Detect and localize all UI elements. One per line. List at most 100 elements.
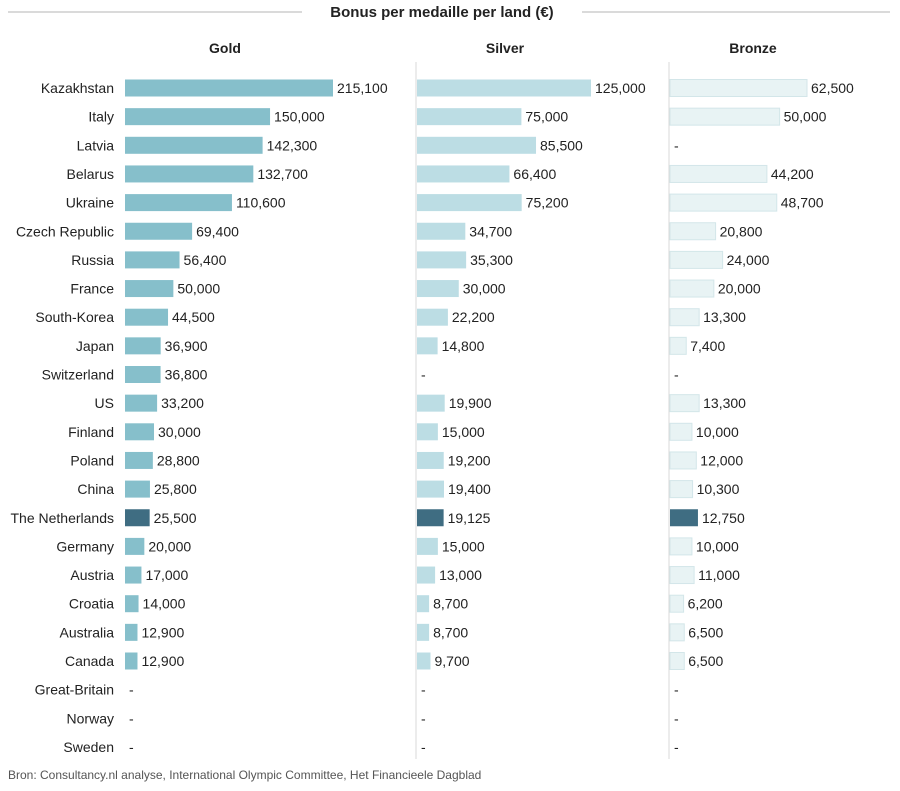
country-label-ukraine: Ukraine [66, 195, 114, 211]
silver-value-australia: 8,700 [433, 624, 468, 640]
gold-value-germany: 20,000 [148, 538, 191, 554]
silver-bar-finland [417, 423, 438, 440]
country-label-austria: Austria [70, 567, 114, 583]
silver-value-italy: 75,000 [525, 109, 568, 125]
bronze-value-canada: 6,500 [688, 653, 723, 669]
gold-bar-canada [125, 653, 137, 670]
silver-value-japan: 14,800 [442, 338, 485, 354]
silver-value-belarus: 66,400 [513, 166, 556, 182]
medal-bonus-chart: Bonus per medaille per land (€) Kazakhst… [0, 0, 900, 791]
bronze-bar-the-netherlands [670, 509, 698, 526]
country-label-czech-republic: Czech Republic [16, 223, 114, 239]
bronze-bar-japan [670, 337, 686, 354]
silver-bar-us [417, 395, 445, 412]
gold-bar-south-korea [125, 309, 168, 326]
bronze-value-czech-republic: 20,800 [720, 223, 763, 239]
gold-value-latvia: 142,300 [267, 137, 318, 153]
bronze-value-belarus: 44,200 [771, 166, 814, 182]
bronze-bar-us [670, 395, 699, 412]
bronze-value-us: 13,300 [703, 395, 746, 411]
gold-value-austria: 17,000 [145, 567, 188, 583]
silver-bar-croatia [417, 595, 429, 612]
silver-value-south-korea: 22,200 [452, 309, 495, 325]
bronze-column-header: Bronze [729, 40, 777, 56]
country-label-germany: Germany [56, 538, 114, 554]
gold-value-france: 50,000 [177, 281, 220, 297]
bronze-value-finland: 10,000 [696, 424, 739, 440]
country-label-belarus: Belarus [67, 166, 114, 182]
country-label-finland: Finland [68, 424, 114, 440]
silver-bar-japan [417, 337, 438, 354]
country-label-south-korea: South-Korea [35, 309, 114, 325]
silver-value-kazakhstan: 125,000 [595, 80, 646, 96]
silver-value-us: 19,900 [449, 395, 492, 411]
bronze-missing-switzerland: - [674, 367, 679, 383]
country-label-australia: Australia [60, 624, 115, 640]
silver-bar-kazakhstan [417, 80, 591, 97]
silver-value-canada: 9,700 [435, 653, 470, 669]
silver-value-germany: 15,000 [442, 538, 485, 554]
bronze-value-japan: 7,400 [690, 338, 725, 354]
bronze-value-china: 10,300 [697, 481, 740, 497]
gold-value-the-netherlands: 25,500 [154, 510, 197, 526]
gold-bar-russia [125, 251, 180, 268]
country-label-the-netherlands: The Netherlands [10, 510, 114, 526]
silver-bar-poland [417, 452, 444, 469]
gold-bar-finland [125, 423, 154, 440]
country-label-switzerland: Switzerland [42, 367, 114, 383]
silver-value-france: 30,000 [463, 281, 506, 297]
bronze-bar-ukraine [670, 194, 777, 211]
bronze-value-poland: 12,000 [700, 452, 743, 468]
gold-bar-france [125, 280, 173, 297]
silver-value-ukraine: 75,200 [526, 195, 569, 211]
gold-bar-austria [125, 567, 141, 584]
country-label-sweden: Sweden [63, 739, 114, 755]
gold-value-czech-republic: 69,400 [196, 223, 239, 239]
gold-bar-belarus [125, 165, 253, 182]
silver-value-czech-republic: 34,700 [469, 223, 512, 239]
bronze-value-south-korea: 13,300 [703, 309, 746, 325]
country-label-japan: Japan [76, 338, 114, 354]
silver-bar-south-korea [417, 309, 448, 326]
gold-bar-china [125, 481, 150, 498]
source-note: Bron: Consultancy.nl analyse, Internatio… [8, 768, 481, 782]
country-label-us: US [95, 395, 114, 411]
gold-bar-us [125, 395, 157, 412]
silver-value-poland: 19,200 [448, 452, 491, 468]
bronze-value-austria: 11,000 [698, 567, 740, 583]
gold-value-australia: 12,900 [141, 624, 184, 640]
silver-column-header: Silver [486, 40, 525, 56]
silver-bar-australia [417, 624, 429, 641]
silver-missing-switzerland: - [421, 367, 426, 383]
gold-value-japan: 36,900 [165, 338, 208, 354]
gold-bar-italy [125, 108, 270, 125]
gold-bar-croatia [125, 595, 139, 612]
bronze-bar-czech-republic [670, 223, 716, 240]
silver-bar-italy [417, 108, 521, 125]
gold-bar-czech-republic [125, 223, 192, 240]
bronze-missing-norway: - [674, 710, 679, 726]
silver-bar-austria [417, 567, 435, 584]
gold-bar-japan [125, 337, 161, 354]
gold-bar-ukraine [125, 194, 232, 211]
silver-missing-sweden: - [421, 739, 426, 755]
gold-value-canada: 12,900 [141, 653, 184, 669]
gold-value-russia: 56,400 [184, 252, 227, 268]
country-label-kazakhstan: Kazakhstan [41, 80, 114, 96]
bronze-bar-poland [670, 452, 696, 469]
silver-bar-czech-republic [417, 223, 465, 240]
bronze-value-germany: 10,000 [696, 538, 739, 554]
bronze-value-kazakhstan: 62,500 [811, 80, 854, 96]
silver-value-croatia: 8,700 [433, 596, 468, 612]
silver-bar-france [417, 280, 459, 297]
silver-bar-germany [417, 538, 438, 555]
silver-bar-the-netherlands [417, 509, 444, 526]
bronze-bar-france [670, 280, 714, 297]
country-label-great-britain: Great-Britain [35, 682, 114, 698]
bronze-bar-kazakhstan [670, 80, 807, 97]
country-label-canada: Canada [65, 653, 114, 669]
gold-value-south-korea: 44,500 [172, 309, 215, 325]
gold-value-switzerland: 36,800 [165, 367, 208, 383]
bronze-missing-great-britain: - [674, 682, 679, 698]
country-label-norway: Norway [67, 710, 114, 726]
